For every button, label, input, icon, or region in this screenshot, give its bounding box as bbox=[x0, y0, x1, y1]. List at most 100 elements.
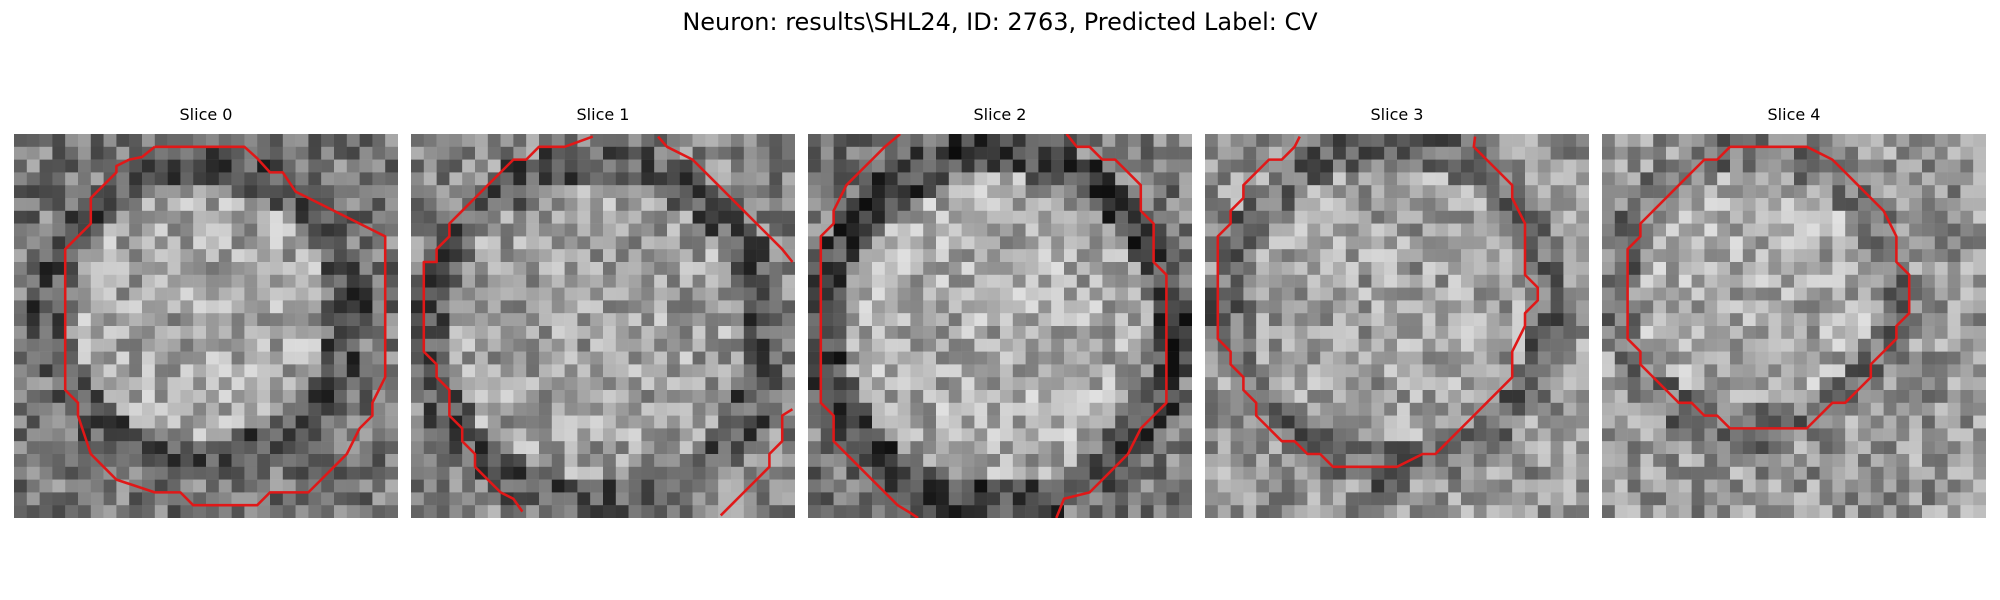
pixel-cell bbox=[1333, 134, 1347, 148]
pixel-cell bbox=[1960, 415, 1974, 429]
pixel-cell bbox=[1537, 287, 1551, 301]
pixel-cell bbox=[500, 172, 514, 186]
pixel-cell bbox=[52, 300, 66, 314]
pixel-cell bbox=[1307, 249, 1321, 263]
pixel-cell bbox=[743, 274, 757, 288]
pixel-cell bbox=[577, 351, 591, 365]
pixel-cell bbox=[257, 466, 271, 480]
pixel-cell bbox=[1320, 415, 1334, 429]
pixel-cell bbox=[1525, 223, 1539, 237]
pixel-cell bbox=[475, 364, 489, 378]
pixel-cell bbox=[1256, 313, 1270, 327]
pixel-cell bbox=[385, 364, 398, 378]
pixel-cell bbox=[1205, 185, 1219, 199]
pixel-cell bbox=[539, 428, 553, 442]
pixel-cell bbox=[731, 454, 745, 468]
pixel-cell bbox=[1742, 492, 1756, 506]
pixel-cell bbox=[26, 313, 40, 327]
pixel-cell bbox=[718, 249, 732, 263]
pixel-cell bbox=[859, 415, 873, 429]
pixel-cell bbox=[1089, 134, 1103, 148]
pixel-cell bbox=[308, 134, 322, 148]
pixel-cell bbox=[1666, 287, 1680, 301]
pixel-cell bbox=[961, 236, 975, 250]
pixel-cell bbox=[129, 377, 143, 391]
pixel-cell bbox=[1422, 159, 1436, 173]
pixel-cell bbox=[231, 390, 245, 404]
pixel-cell bbox=[1281, 466, 1295, 480]
pixel-cell bbox=[1205, 287, 1219, 301]
pixel-cell bbox=[679, 210, 693, 224]
pixel-cell bbox=[769, 415, 783, 429]
pixel-cell bbox=[551, 454, 565, 468]
pixel-cell bbox=[26, 185, 40, 199]
pixel-cell bbox=[39, 364, 53, 378]
pixel-cell bbox=[142, 198, 156, 212]
pixel-cell bbox=[282, 338, 296, 352]
pixel-cell bbox=[859, 428, 873, 442]
pixel-cell bbox=[1704, 262, 1718, 276]
pixel-cell bbox=[667, 505, 681, 518]
pixel-cell bbox=[1614, 377, 1628, 391]
pixel-cell bbox=[411, 274, 425, 288]
pixel-cell bbox=[872, 236, 886, 250]
pixel-cell bbox=[1486, 198, 1500, 212]
pixel-cell bbox=[1653, 326, 1667, 340]
pixel-cell bbox=[1602, 146, 1616, 160]
pixel-cell bbox=[359, 198, 373, 212]
pixel-cell bbox=[564, 377, 578, 391]
pixel-cell bbox=[1217, 377, 1231, 391]
pixel-cell bbox=[833, 300, 847, 314]
pixel-cell bbox=[39, 479, 53, 493]
pixel-cell bbox=[1281, 441, 1295, 455]
pixel-cell bbox=[1409, 210, 1423, 224]
pixel-cell bbox=[872, 172, 886, 186]
pixel-cell bbox=[129, 249, 143, 263]
pixel-cell bbox=[1076, 428, 1090, 442]
pixel-cell bbox=[103, 351, 117, 365]
pixel-cell bbox=[1666, 236, 1680, 250]
pixel-cell bbox=[206, 466, 220, 480]
pixel-cell bbox=[641, 146, 655, 160]
pixel-cell bbox=[1704, 364, 1718, 378]
pixel-cell bbox=[1934, 466, 1948, 480]
pixel-cell bbox=[731, 236, 745, 250]
pixel-cell bbox=[1909, 287, 1923, 301]
pixel-cell bbox=[667, 402, 681, 416]
pixel-cell bbox=[334, 326, 348, 340]
pixel-cell bbox=[1115, 441, 1129, 455]
pixel-cell bbox=[1691, 364, 1705, 378]
pixel-cell bbox=[769, 249, 783, 263]
pixel-cell bbox=[1486, 402, 1500, 416]
pixel-cell bbox=[1217, 134, 1231, 148]
pixel-cell bbox=[1089, 262, 1103, 276]
pixel-cell bbox=[14, 146, 28, 160]
pixel-cell bbox=[577, 287, 591, 301]
pixel-cell bbox=[218, 274, 232, 288]
pixel-cell bbox=[1243, 262, 1257, 276]
pixel-cell bbox=[1307, 313, 1321, 327]
pixel-cell bbox=[692, 377, 706, 391]
pixel-cell bbox=[974, 172, 988, 186]
pixel-cell bbox=[308, 146, 322, 160]
pixel-cell bbox=[590, 287, 604, 301]
pixel-cell bbox=[654, 492, 668, 506]
pixel-cell bbox=[526, 274, 540, 288]
pixel-cell bbox=[987, 210, 1001, 224]
pixel-cell bbox=[641, 338, 655, 352]
pixel-cell bbox=[974, 351, 988, 365]
pixel-cell bbox=[1307, 210, 1321, 224]
pixel-cell bbox=[385, 441, 398, 455]
pixel-cell bbox=[1038, 185, 1052, 199]
pixel-cell bbox=[103, 300, 117, 314]
pixel-cell bbox=[615, 249, 629, 263]
pixel-cell bbox=[1333, 287, 1347, 301]
pixel-cell bbox=[116, 274, 130, 288]
pixel-cell bbox=[218, 415, 232, 429]
pixel-cell bbox=[1102, 428, 1116, 442]
pixel-cell bbox=[1550, 338, 1564, 352]
pixel-cell bbox=[1691, 172, 1705, 186]
pixel-cell bbox=[679, 479, 693, 493]
pixel-cell bbox=[411, 198, 425, 212]
pixel-cell bbox=[1883, 428, 1897, 442]
